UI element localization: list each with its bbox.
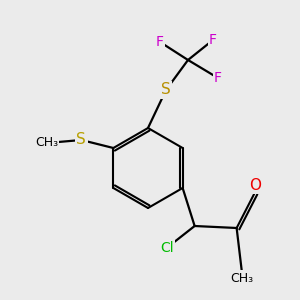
Text: CH₃: CH₃ [230, 272, 253, 284]
Text: S: S [76, 133, 86, 148]
Text: S: S [161, 82, 171, 98]
Text: F: F [209, 33, 217, 47]
Text: CH₃: CH₃ [35, 136, 58, 148]
Text: F: F [156, 35, 164, 49]
Text: Cl: Cl [160, 241, 173, 255]
Text: F: F [214, 71, 222, 85]
Text: O: O [249, 178, 261, 193]
